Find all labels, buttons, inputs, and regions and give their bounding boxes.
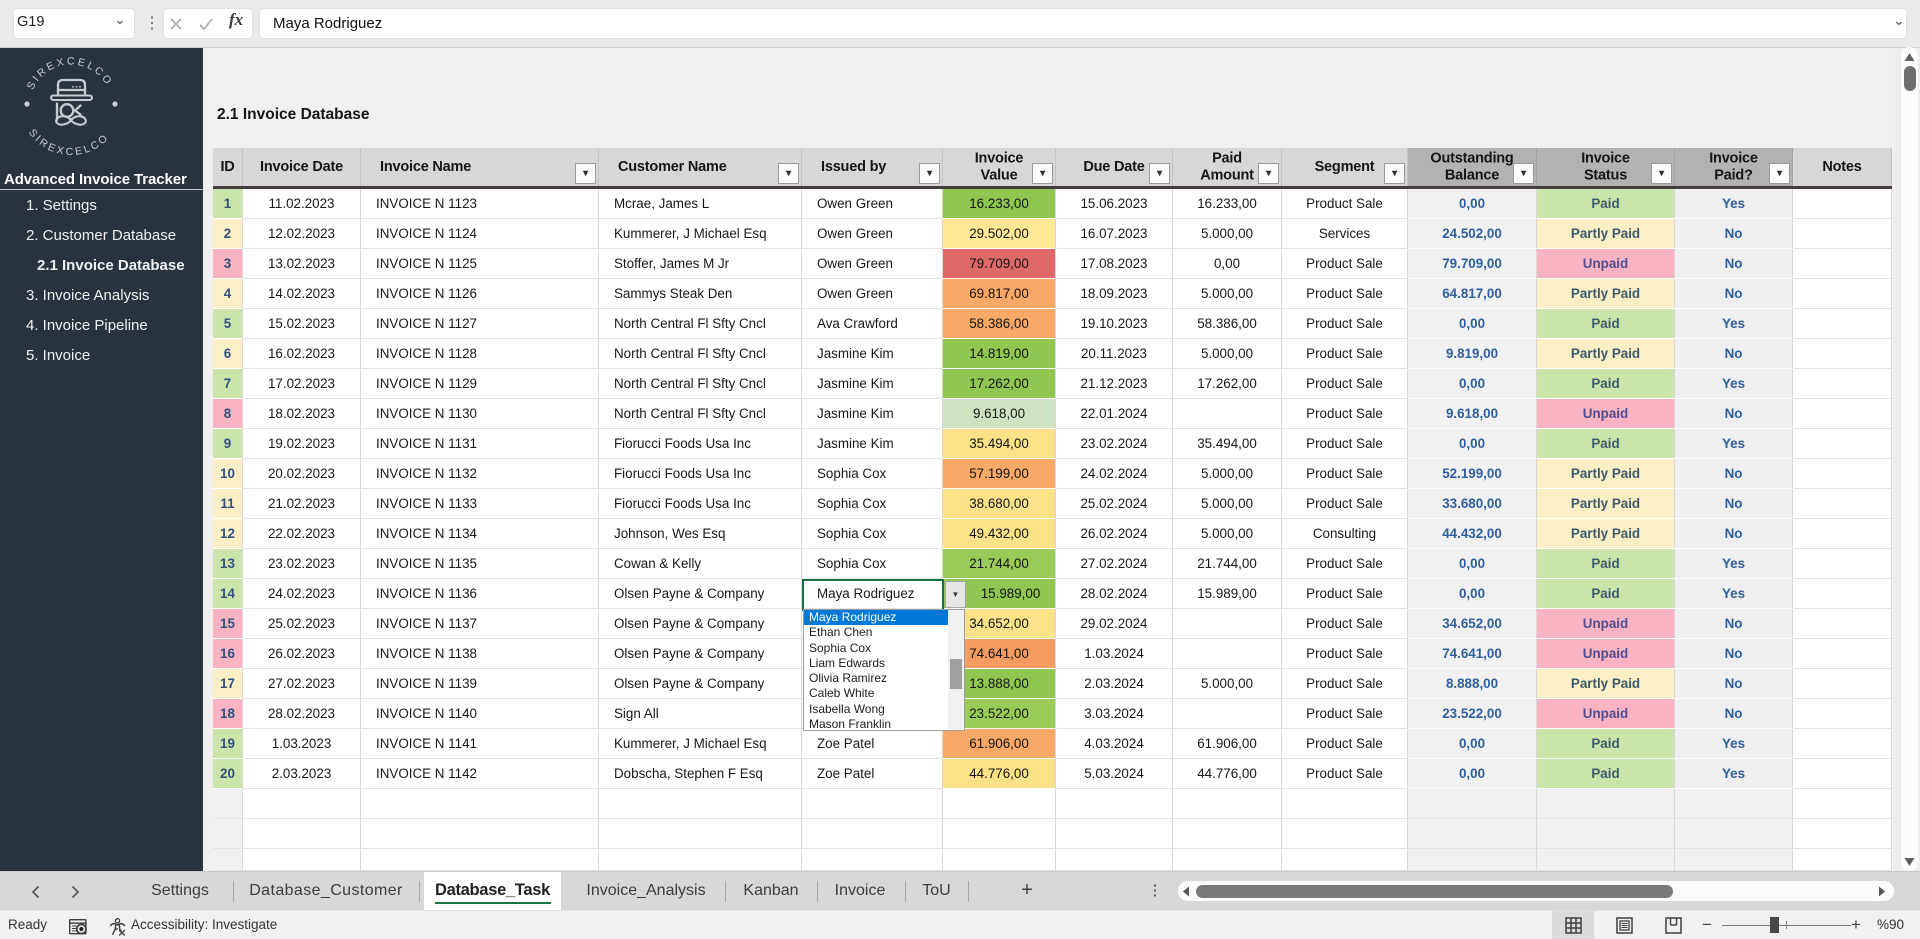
svg-text:SIREXCELCO: SIREXCELCO <box>26 127 112 158</box>
svg-text:SIREXCELCO: SIREXCELCO <box>25 55 116 91</box>
